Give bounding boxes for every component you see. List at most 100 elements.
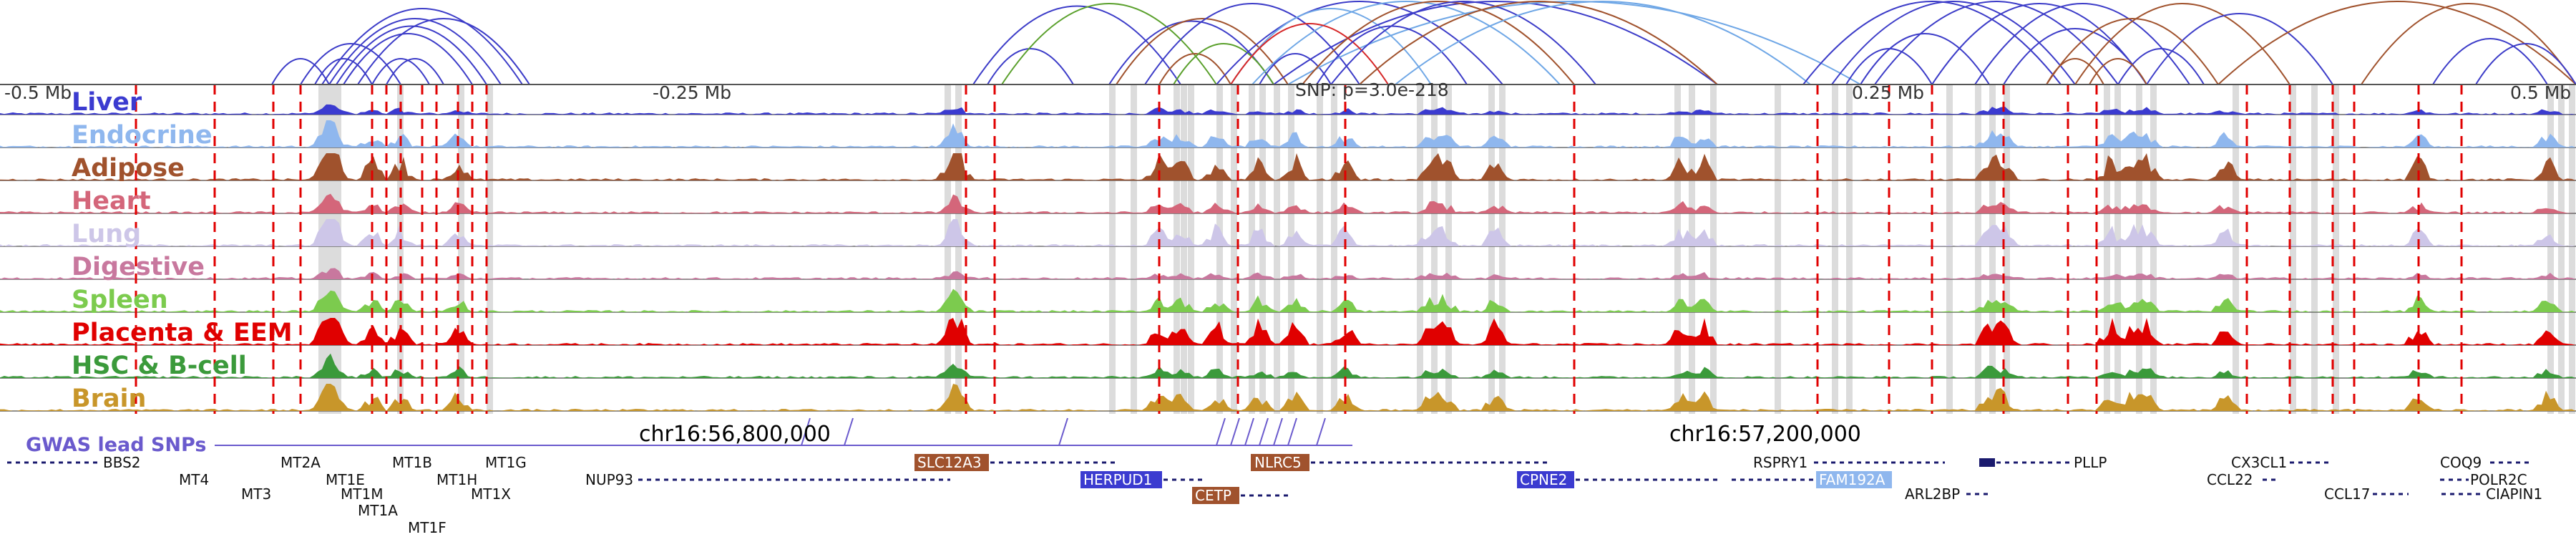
highlight-column bbox=[2114, 84, 2121, 414]
track-signal bbox=[0, 384, 2576, 411]
chr-left-label: chr16:56,800,000 bbox=[639, 422, 831, 447]
highlight-column bbox=[1710, 84, 1717, 414]
gene-bbs2[interactable]: BBS2 bbox=[7, 454, 141, 471]
loop-arc bbox=[357, 18, 530, 85]
loop-arc bbox=[2432, 38, 2548, 85]
loop-arc bbox=[1158, 53, 1231, 85]
highlight-column bbox=[1832, 84, 1838, 414]
loop-arc bbox=[1860, 33, 1990, 85]
gene-mt3-label: MT3 bbox=[241, 485, 271, 503]
gene-nup93-label: NUP93 bbox=[585, 471, 633, 488]
loop-arc bbox=[1259, 53, 1332, 85]
highlight-column bbox=[1488, 84, 1495, 414]
loop-arc bbox=[2218, 1, 2576, 85]
gene-mt1m[interactable]: MT1M bbox=[341, 485, 383, 503]
highlight-column bbox=[955, 84, 962, 414]
gene-mt1b[interactable]: MT1B bbox=[392, 454, 432, 471]
highlight-column bbox=[2233, 84, 2239, 414]
highlight-column bbox=[1331, 84, 1337, 414]
gene-mt2a-label: MT2A bbox=[280, 454, 321, 471]
loop-arc bbox=[1974, 3, 2190, 85]
gene-pllp[interactable]: PLLP bbox=[1979, 454, 2107, 471]
gene-pllp-exon bbox=[1979, 458, 1995, 467]
loop-arc bbox=[1108, 20, 1274, 85]
gene-arl2bp-label: ARL2BP bbox=[1905, 485, 1960, 503]
gene-mt4[interactable]: MT4 bbox=[179, 471, 209, 488]
highlight-column bbox=[2104, 84, 2110, 414]
gene-annotations: BBS2 MT2A MT1B MT1G SLC12A3 NLRC5 RSPRY1 bbox=[7, 454, 2542, 536]
gene-rspry1-label: RSPRY1 bbox=[1753, 454, 1807, 471]
gene-coq9[interactable]: COQ9 bbox=[2440, 454, 2533, 471]
loop-arc bbox=[1273, 1, 1718, 85]
coord-mid-right-label: 0.25 Mb bbox=[1852, 82, 1924, 103]
highlight-column bbox=[1775, 84, 1781, 414]
gene-nlrc5[interactable]: NLRC5 bbox=[1251, 454, 1551, 471]
highlight-column bbox=[2558, 84, 2565, 414]
track-label-endocrine: Endocrine bbox=[72, 121, 213, 150]
gene-herpud1[interactable]: HERPUD1 bbox=[1080, 471, 1202, 488]
highlight-column bbox=[1499, 84, 1506, 414]
gene-ccl17[interactable]: CCL17 bbox=[2324, 485, 2409, 503]
highlight-column bbox=[1109, 84, 1116, 414]
loop-arc bbox=[1359, 1, 1718, 85]
highlight-column bbox=[1989, 84, 1996, 414]
chr-right-label: chr16:57,200,000 bbox=[1669, 422, 1861, 447]
gene-mt1e[interactable]: MT1E bbox=[326, 471, 365, 488]
gene-mt1x[interactable]: MT1X bbox=[471, 485, 511, 503]
gene-cx3cl1-label: CX3CL1 bbox=[2231, 454, 2287, 471]
track-label-lung: Lung bbox=[72, 220, 141, 248]
track-signal bbox=[0, 353, 2576, 378]
gwas-snp-marker bbox=[1259, 417, 1269, 446]
loop-arc bbox=[2074, 3, 2290, 85]
gene-nlrc5-label: NLRC5 bbox=[1254, 454, 1302, 471]
gwas-snp-marker bbox=[1216, 417, 1226, 446]
gene-cetp-box bbox=[1192, 487, 1239, 504]
track-endocrine bbox=[0, 120, 2576, 148]
loop-arc bbox=[371, 58, 430, 85]
gene-ciapin1[interactable]: CIAPIN1 bbox=[2441, 485, 2542, 503]
track-labels: Liver Endocrine Adipose Heart Lung Digestive S… bbox=[72, 88, 293, 413]
loop-arc bbox=[1216, 1, 1503, 85]
gene-mt2a[interactable]: MT2A bbox=[280, 454, 321, 471]
gene-polr2c[interactable]: POLR2C bbox=[2440, 471, 2527, 488]
gene-ccl22[interactable]: CCL22 bbox=[2207, 471, 2280, 488]
gene-fam192a[interactable]: FAM192A bbox=[1732, 471, 1892, 488]
highlight-column bbox=[1445, 84, 1452, 414]
gene-mt1a[interactable]: MT1A bbox=[358, 502, 398, 519]
gene-arl2bp[interactable]: ARL2BP bbox=[1905, 485, 1991, 503]
highlight-column bbox=[1181, 84, 1187, 414]
highlight-column bbox=[1288, 84, 1294, 414]
gene-nup93[interactable]: NUP93 bbox=[585, 471, 950, 488]
loop-arc bbox=[1252, 1, 1561, 85]
signal-tracks bbox=[0, 104, 2576, 412]
gene-rspry1[interactable]: RSPRY1 bbox=[1753, 454, 1945, 471]
gwas-snp-markers bbox=[801, 417, 1326, 446]
chromatin-loop-arcs bbox=[271, 1, 2576, 85]
snp-pvalue-label: SNP: p=3.0e-218 bbox=[1295, 79, 1449, 100]
gene-mt3[interactable]: MT3 bbox=[241, 485, 271, 503]
loop-arc bbox=[1001, 3, 1217, 85]
track-signal bbox=[0, 104, 2576, 115]
loop-arc bbox=[1302, 1, 1575, 85]
highlight-column bbox=[1216, 84, 1223, 414]
gene-cpne2[interactable]: CPNE2 bbox=[1517, 471, 1720, 488]
highlight-column bbox=[1274, 84, 1280, 414]
highlight-column bbox=[2569, 84, 2575, 414]
gene-mt1g[interactable]: MT1G bbox=[485, 454, 527, 471]
gene-mt1m-label: MT1M bbox=[341, 485, 383, 503]
gene-mt1f[interactable]: MT1F bbox=[408, 519, 447, 536]
gene-slc12a3[interactable]: SLC12A3 bbox=[914, 454, 1118, 471]
gene-cetp[interactable]: CETP bbox=[1192, 487, 1291, 504]
loop-arc bbox=[314, 58, 373, 85]
loop-arc bbox=[1395, 1, 1811, 85]
track-label-heart: Heart bbox=[72, 187, 151, 216]
loop-arc bbox=[2089, 58, 2147, 85]
coord-right-label: 0.5 Mb bbox=[2510, 82, 2571, 103]
gene-cx3cl1[interactable]: CX3CL1 bbox=[2231, 454, 2330, 471]
gene-ccl17-label: CCL17 bbox=[2324, 485, 2371, 503]
gene-cpne2-box bbox=[1517, 471, 1574, 488]
track-digestive bbox=[0, 268, 2576, 280]
highlight-column bbox=[945, 84, 951, 414]
gene-mt1h[interactable]: MT1H bbox=[436, 471, 477, 488]
